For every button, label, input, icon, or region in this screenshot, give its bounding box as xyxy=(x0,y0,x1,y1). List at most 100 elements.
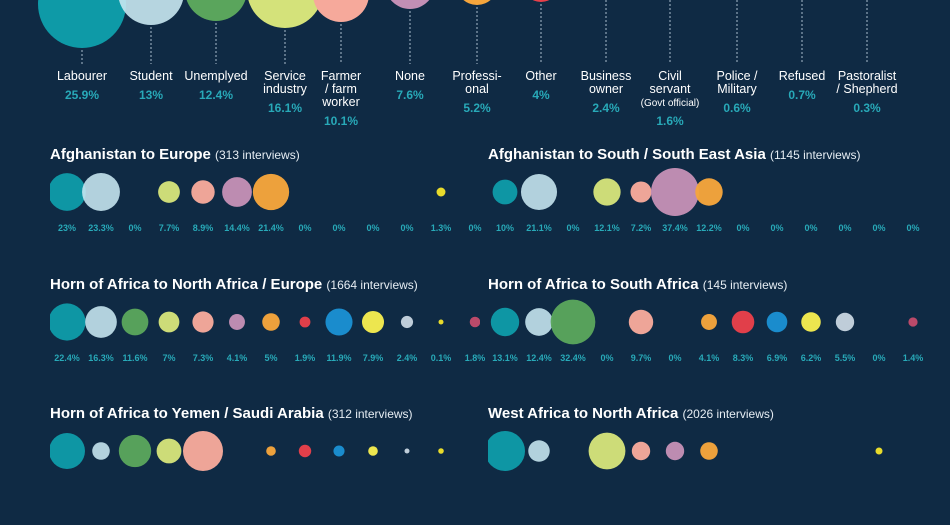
panel-title: West Africa to North Africa (2026 interv… xyxy=(488,405,774,422)
percentage-label: 6.9% xyxy=(766,353,788,363)
panel-afghanistan-south-east-asia: Afghanistan to South / South East Asia (… xyxy=(488,146,920,266)
legend-label-text: Service industry xyxy=(263,69,307,96)
bubble-none xyxy=(665,441,685,461)
percentage-label: 2.4% xyxy=(396,353,418,363)
legend-label-text: Other xyxy=(525,69,557,83)
bubble-service-industry xyxy=(158,311,180,333)
legend-value: 0.6% xyxy=(723,101,751,115)
legend-bubble-farmer-farm-worker xyxy=(313,0,369,22)
legend-label-other: Other xyxy=(496,70,586,83)
percentage-label: 32.4% xyxy=(560,353,586,363)
legend-label-refused: Refused xyxy=(757,70,847,83)
bubble-farmer-farm-worker xyxy=(192,311,214,333)
legend-label-text: Student xyxy=(129,69,173,83)
legend-label-text: Unemplyed xyxy=(184,69,248,83)
percentage-label: 11.6% xyxy=(122,353,148,363)
bubble-labourer xyxy=(492,179,518,205)
bubble-unemplyed xyxy=(121,308,149,336)
bubble-unemplyed xyxy=(550,299,596,345)
percentage-label: 5% xyxy=(264,353,278,363)
percentage-label: 12.4% xyxy=(526,353,552,363)
percentage-label: 7.7% xyxy=(158,223,180,233)
percentage-label: 0% xyxy=(332,223,346,233)
panel-west-africa-north-africa: West Africa to North Africa (2026 interv… xyxy=(488,405,918,525)
bubble-student xyxy=(520,173,558,211)
bubble-labourer xyxy=(490,307,520,337)
legend-label-text: Farmer / farm worker xyxy=(320,69,362,109)
bubble-service-industry xyxy=(593,178,621,206)
bubble-none xyxy=(229,314,245,330)
bubble-professional xyxy=(695,178,723,206)
legend-value: 16.1% xyxy=(267,101,303,115)
bubble-pastoralist-shepherd xyxy=(908,317,918,327)
percentage-label: 12.2% xyxy=(696,223,722,233)
percentage-label: 23.3% xyxy=(88,223,114,233)
percentage-label: 0% xyxy=(298,223,312,233)
percentage-label: 1.4% xyxy=(902,353,924,363)
percentage-label: 10% xyxy=(495,223,514,233)
percentage-label: 8.3% xyxy=(732,353,754,363)
bubble-row-chart xyxy=(50,430,444,472)
bubble-student xyxy=(82,173,120,211)
percentage-label: 16.3% xyxy=(88,353,114,363)
legend-bubble-service-industry xyxy=(248,0,322,28)
legend-value: 7.6% xyxy=(396,88,424,102)
legend-bubble-professional xyxy=(463,0,491,5)
bubble-none xyxy=(651,168,699,216)
percentage-label: 0% xyxy=(468,223,482,233)
bubble-service-industry xyxy=(158,181,180,203)
bubble-student xyxy=(92,442,110,460)
legend-label-text: Pastoralist / Shepherd xyxy=(836,69,898,96)
legend-label-text: Refused xyxy=(778,69,826,83)
bubble-business-owner xyxy=(766,311,788,333)
percentage-label: 0.1% xyxy=(430,353,452,363)
percentage-label: 37.4% xyxy=(662,223,688,233)
legend-label-text: Civil servant xyxy=(649,69,691,96)
legend-label-professional: Professi- onal xyxy=(432,70,522,96)
percentage-label: 0% xyxy=(838,223,852,233)
legend-value: 0.3% xyxy=(853,101,881,115)
panel-title: Horn of Africa to South Africa (145 inte… xyxy=(488,276,788,293)
legend-bubble-chart xyxy=(38,0,868,64)
bubble-service-industry xyxy=(156,438,182,464)
legend-bubble-unemplyed xyxy=(186,0,246,21)
bubble-refused xyxy=(875,447,883,455)
bubble-professional xyxy=(266,446,276,456)
bubble-row-chart xyxy=(488,430,883,472)
bubble-student xyxy=(528,440,550,462)
bubble-farmer-farm-worker xyxy=(182,430,224,472)
bubble-labourer xyxy=(488,430,526,472)
percentage-label: 7.2% xyxy=(630,223,652,233)
bubble-refused xyxy=(438,319,444,325)
legend-bubble-other xyxy=(532,0,550,2)
legend-label-text: Labourer xyxy=(56,69,108,83)
legend-value: 5.2% xyxy=(463,101,491,115)
legend-bubble-none xyxy=(390,0,430,9)
bubble-civil-servant-govt-official xyxy=(801,312,821,332)
bubble-police-military xyxy=(835,312,855,332)
percentage-label: 1.9% xyxy=(294,353,316,363)
legend-label-text: Professi- onal xyxy=(452,69,502,96)
percentage-label: 0% xyxy=(400,223,414,233)
bubble-farmer-farm-worker xyxy=(630,181,652,203)
legend-label-text: Business owner xyxy=(580,69,632,96)
legend-value: 1.6% xyxy=(656,114,684,128)
percentage-label: 0% xyxy=(128,223,142,233)
legend-value: 2.4% xyxy=(592,101,620,115)
percentage-label: 0% xyxy=(566,223,580,233)
bubble-service-industry xyxy=(588,432,626,470)
bubble-student xyxy=(525,308,553,336)
bubble-refused xyxy=(438,448,444,454)
percentage-label: 23% xyxy=(57,223,76,233)
percentage-label: 6.2% xyxy=(800,353,822,363)
bubble-other xyxy=(299,316,311,328)
legend-bubble-labourer xyxy=(38,0,126,48)
bubble-civil-servant-govt-official xyxy=(361,310,385,334)
legend-label-labourer: Labourer xyxy=(37,70,127,83)
legend-label-service-industry: Service industry xyxy=(240,70,330,96)
bubble-professional xyxy=(700,442,718,460)
percentage-label: 0% xyxy=(600,353,614,363)
percentage-label: 21.4% xyxy=(258,223,284,233)
percentage-label: 0% xyxy=(668,353,682,363)
percentage-label: 0% xyxy=(906,223,920,233)
